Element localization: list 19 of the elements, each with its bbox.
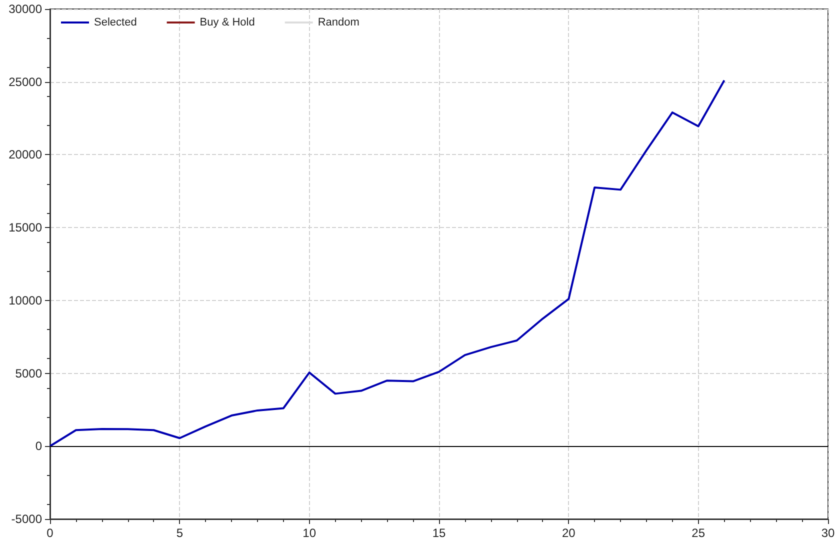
y-tick-label: 0 <box>35 439 42 454</box>
x-tick-label: 5 <box>176 526 184 540</box>
x-tick-label: 0 <box>46 526 54 540</box>
y-tick-label: -5000 <box>11 512 42 526</box>
x-tick-label: 15 <box>432 526 446 540</box>
line-series <box>49 79 726 448</box>
legend-label: Selected <box>94 16 137 28</box>
y-tick-label: 5000 <box>15 366 42 380</box>
x-tick-label: 25 <box>692 526 706 540</box>
y-tick-label: 30000 <box>8 2 42 16</box>
y-tick-label: 15000 <box>8 220 42 235</box>
legend-label: Random <box>318 16 360 28</box>
x-tick-label: 10 <box>302 526 316 540</box>
y-tick-label: 10000 <box>8 293 42 308</box>
legend-label: Buy & Hold <box>200 16 255 28</box>
y-tick-label: 20000 <box>8 148 42 162</box>
x-tick-label: 20 <box>562 526 576 540</box>
y-tick-label: 25000 <box>8 74 42 89</box>
x-tick-label: 30 <box>821 526 835 540</box>
